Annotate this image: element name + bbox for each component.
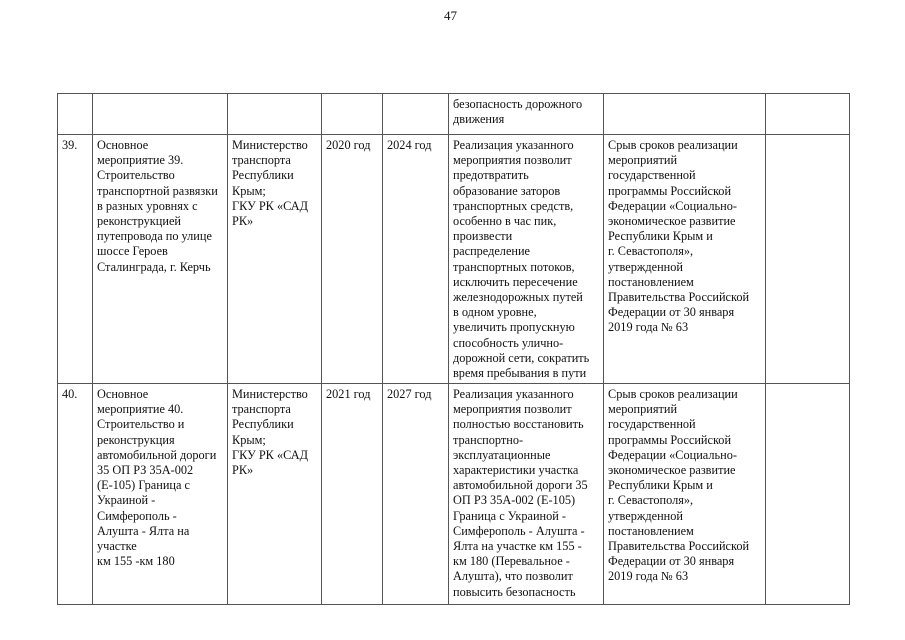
cell-risk: Срыв сроков реализации мероприятий госуд… xyxy=(603,134,766,384)
cell-executor: Министерство транспорта Республики Крым;… xyxy=(227,134,322,384)
cell-start-year: 2020 год xyxy=(321,134,383,384)
cell-expected-result: Реализация указанного мероприятия позвол… xyxy=(448,383,604,605)
table-row-continuation: безопасность дорожного движения xyxy=(57,93,850,135)
measures-table: безопасность дорожного движения 39. Осно… xyxy=(57,93,850,605)
cell-number xyxy=(57,93,93,135)
cell-executor xyxy=(227,93,322,135)
cell-executor: Министерство транспорта Республики Крым;… xyxy=(227,383,322,605)
cell-number: 39. xyxy=(57,134,93,384)
cell-start-year xyxy=(321,93,383,135)
cell-risk: Срыв сроков реализации мероприятий госуд… xyxy=(603,383,766,605)
cell-end-year xyxy=(382,93,449,135)
cell-end-year: 2024 год xyxy=(382,134,449,384)
cell-start-year: 2021 год xyxy=(321,383,383,605)
cell-extra xyxy=(765,93,850,135)
cell-number: 40. xyxy=(57,383,93,605)
table-row-40: 40. Основное мероприятие 40. Строительст… xyxy=(57,383,850,605)
cell-measure-name xyxy=(92,93,228,135)
cell-risk xyxy=(603,93,766,135)
cell-end-year: 2027 год xyxy=(382,383,449,605)
cell-expected-result: Реализация указанного мероприятия позвол… xyxy=(448,134,604,384)
cell-measure-name: Основное мероприятие 40. Строительство и… xyxy=(92,383,228,605)
cell-extra xyxy=(765,134,850,384)
cell-measure-name: Основное мероприятие 39. Строительство т… xyxy=(92,134,228,384)
table-row-39: 39. Основное мероприятие 39. Строительст… xyxy=(57,134,850,384)
cell-extra xyxy=(765,383,850,605)
cell-expected-result: безопасность дорожного движения xyxy=(448,93,604,135)
page-number: 47 xyxy=(444,8,457,23)
